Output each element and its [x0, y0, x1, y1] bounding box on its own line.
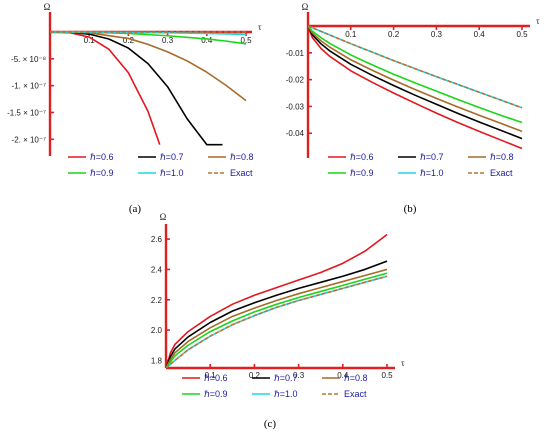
x-tick-label: 0.3: [162, 36, 174, 45]
x-tick-label: 0.5: [381, 371, 393, 380]
y-tick-label: -0.04: [286, 129, 305, 138]
legend-label: ℏ=0.9: [90, 168, 113, 178]
series-line-6: [308, 25, 523, 109]
legend-label: ℏ=0.6: [350, 152, 373, 162]
chart-b: τ Ω 0.1 0.2 0.3 0.4 0.5 -0.01 -0.02 -0.03 -0.04 ℏ=0…: [286, 2, 540, 215]
series-line-3: [308, 25, 523, 133]
series-line-1: [308, 25, 523, 150]
y-tick-label: 1.8: [151, 356, 163, 365]
series-line-2: [308, 25, 523, 140]
x-tick-label: 0.3: [431, 30, 443, 39]
chart-a: τ Ω 0.1 0.2 0.3 0.4 0.5 -5. × 10⁻⁸ -1. × 10⁻⁷ -1.…: [7, 2, 262, 215]
y-tick-label: -0.01: [286, 49, 305, 58]
chart-caption: (c): [264, 418, 277, 430]
y-tick-label: -0.02: [286, 76, 305, 85]
y-tick-label: -1.5 × 10⁻⁷: [7, 108, 46, 117]
x-tick-label: 0.4: [474, 30, 486, 39]
series-line-3: [166, 268, 388, 368]
series-line-1: [50, 31, 161, 145]
chart-c: τΩ0.1 0.2 0.3 0.4 0.51.82.02.22.42.6ℏ=0.6 ℏ=0…: [151, 212, 405, 430]
legend-label: ℏ=0.6: [204, 373, 227, 383]
series-line-4: [308, 25, 523, 124]
series-line-4: [166, 272, 388, 368]
legend-label: Exact: [490, 168, 513, 178]
legend-label: ℏ=1.0: [274, 389, 297, 399]
legend-label: ℏ=0.9: [350, 168, 373, 178]
legend-label: ℏ=0.8: [490, 152, 513, 162]
x-tick-label: 0.1: [84, 36, 96, 45]
series-group: [166, 233, 388, 368]
x-tick-label: 0.4: [337, 371, 349, 380]
x-tick-label: 0.3: [293, 371, 305, 380]
y-tick-label: -2. × 10⁻⁷: [12, 135, 47, 144]
y-tick-label: -5. × 10⁻⁸: [11, 55, 46, 64]
y-tick-label: 2.6: [151, 235, 163, 244]
legend-label: Exact: [344, 389, 367, 399]
x-axis-label: τ: [258, 22, 262, 32]
x-tick-label: 0.2: [388, 30, 400, 39]
legend-label: ℏ=0.9: [204, 389, 227, 399]
chart-caption: (a): [129, 203, 142, 215]
legend-label: ℏ=0.7: [274, 373, 297, 383]
series-line-3: [50, 31, 247, 102]
legend: ℏ=0.6 ℏ=0.7 ℏ=0.8 ℏ=0.9 ℏ=1.0 Exact: [328, 152, 513, 178]
series-line-2: [166, 260, 388, 368]
legend-label: ℏ=0.8: [344, 373, 367, 383]
legend: ℏ=0.6 ℏ=0.7 ℏ=0.8 ℏ=0.9 ℏ=1.0 Exact: [68, 152, 253, 178]
chart-caption: (b): [404, 203, 417, 215]
y-tick-label: -0.03: [286, 102, 305, 111]
y-tick-label: 2.2: [151, 296, 163, 305]
x-tick-label: 0.1: [205, 371, 217, 380]
legend-label: ℏ=0.6: [90, 152, 113, 162]
x-tick-label: 0.5: [516, 30, 528, 39]
series-line-1: [166, 233, 388, 368]
y-tick-label: 2.4: [151, 265, 163, 274]
legend-label: ℏ=0.7: [160, 152, 183, 162]
legend: ℏ=0.6 ℏ=0.7 ℏ=0.8 ℏ=0.9 ℏ=1.0 Exact: [182, 373, 367, 399]
x-tick-label: 0.4: [201, 36, 213, 45]
x-tick-label: 0.1: [345, 30, 357, 39]
series-group: [308, 25, 523, 150]
y-axis-label: Ω: [302, 2, 309, 12]
y-axis-label: Ω: [160, 212, 167, 222]
series-group: [50, 31, 247, 146]
legend-label: ℏ=1.0: [160, 168, 183, 178]
legend-label: Exact: [230, 168, 253, 178]
legend-label: ℏ=1.0: [420, 168, 443, 178]
y-tick-label: -1. × 10⁻⁷: [12, 82, 47, 91]
legend-label: ℏ=0.7: [420, 152, 443, 162]
y-axis-label: Ω: [44, 2, 51, 12]
x-axis-label: τ: [536, 16, 540, 26]
x-tick-label: 0.2: [249, 371, 261, 380]
x-axis-label: τ: [401, 358, 405, 368]
legend-label: ℏ=0.8: [230, 152, 253, 162]
x-tick-label: 0.2: [123, 36, 135, 45]
y-tick-label: 2.0: [151, 326, 163, 335]
x-tick-label: 0.5: [240, 36, 252, 45]
series-line-5: [166, 275, 388, 368]
series-line-6: [166, 275, 388, 368]
